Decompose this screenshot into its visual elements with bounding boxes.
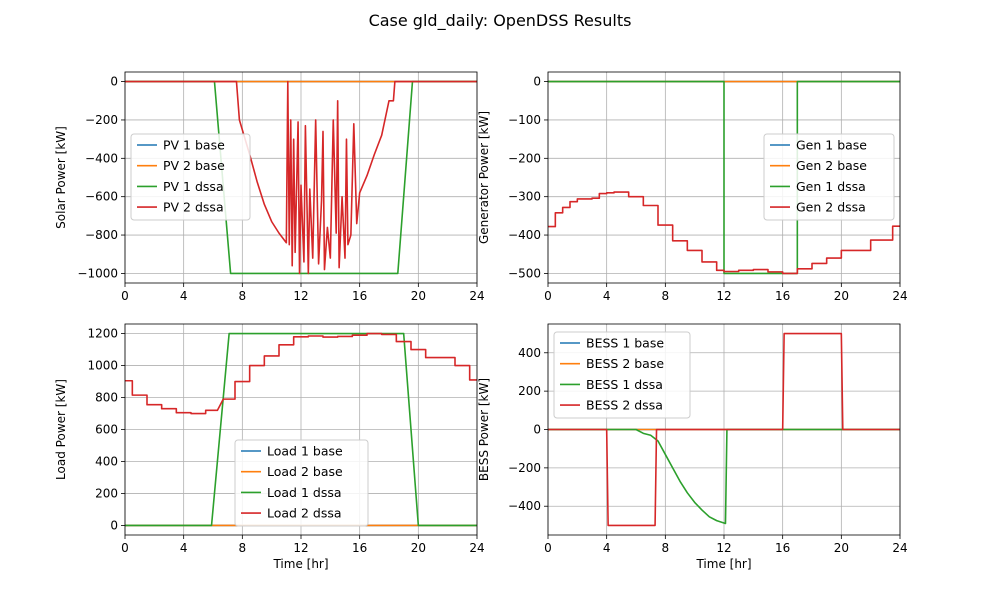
series-group: [548, 332, 900, 527]
legend: BESS 1 base BESS 2 base BESS 1 dssa BESS 2 …: [553, 331, 691, 419]
legend: PV 1 base PV 2 base PV 1 dssa PV 2 dssa: [130, 133, 251, 221]
x-tick-label: 16: [775, 541, 790, 555]
legend-label: Load 1 dssa: [267, 485, 342, 500]
x-tick-label: 16: [352, 541, 367, 555]
series-line-4: [548, 191, 900, 275]
legend: Gen 1 base Gen 2 base Gen 1 dssa Gen 2 dssa: [763, 133, 895, 221]
x-tick-label: 12: [293, 289, 308, 303]
x-tick-label: 0: [544, 289, 552, 303]
legend-label: Gen 2 dssa: [796, 200, 866, 215]
legend-label: BESS 2 base: [586, 356, 664, 371]
y-tick-label: 0: [533, 423, 541, 437]
x-axis-label: Time [hr]: [695, 557, 751, 571]
legend: Load 1 base Load 2 base Load 1 dssa Load 2 …: [234, 439, 369, 527]
y-tick-label: −200: [85, 113, 118, 127]
x-tick-label: 0: [121, 541, 129, 555]
y-tick-label: −800: [85, 228, 118, 242]
legend-label: PV 2 dssa: [163, 200, 224, 215]
y-axis-label: Generator Power [kW]: [477, 111, 491, 244]
x-tick-label: 8: [239, 289, 247, 303]
x-tick-label: 24: [469, 541, 484, 555]
y-tick-label: −1000: [77, 266, 118, 280]
y-axis-label: Solar Power [kW]: [54, 126, 68, 229]
x-tick-label: 8: [239, 541, 247, 555]
y-tick-label: −400: [508, 228, 541, 242]
y-tick-label: 0: [110, 75, 118, 89]
y-tick-label: −600: [85, 190, 118, 204]
legend-box: [130, 133, 251, 221]
x-tick-label: 8: [662, 541, 670, 555]
y-tick-label: 1000: [87, 359, 118, 373]
legend-label: PV 2 base: [163, 158, 225, 173]
subplot-3: 0 4 8 12 16 20 24 0 200 400 600 800 1000 1200 Load Pow…: [54, 323, 485, 571]
series-line-3: [548, 80, 900, 275]
legend-label: BESS 2 dssa: [586, 398, 663, 413]
series-line-4: [125, 332, 477, 415]
y-tick-label: 400: [95, 454, 118, 468]
x-tick-label: 20: [411, 289, 426, 303]
legend-label: PV 1 base: [163, 138, 225, 153]
y-tick-label: −400: [85, 151, 118, 165]
x-tick-label: 16: [352, 289, 367, 303]
legend-box: [553, 331, 691, 419]
series-line-4: [125, 80, 477, 275]
legend-label: BESS 1 base: [586, 336, 664, 351]
subplot-1: 0 4 8 12 16 20 24 0 −200 −400 −600 −800 −1000 Solar P…: [54, 71, 485, 303]
legend-label: Gen 1 dssa: [796, 179, 866, 194]
x-tick-label: 8: [662, 289, 670, 303]
subplot-4: 0 4 8 12 16 20 24 400 200 0 −200 −400 BESS Power [kW…: [477, 323, 908, 571]
x-tick-label: 24: [892, 289, 907, 303]
x-tick-label: 4: [603, 541, 611, 555]
y-axis-label: BESS Power [kW]: [477, 378, 491, 481]
y-axis-label: Load Power [kW]: [54, 379, 68, 480]
x-tick-label: 24: [892, 541, 907, 555]
x-tick-label: 24: [469, 289, 484, 303]
x-tick-label: 12: [716, 541, 731, 555]
x-tick-label: 20: [834, 541, 849, 555]
x-tick-label: 12: [716, 289, 731, 303]
y-tick-label: 0: [110, 518, 118, 532]
x-tick-label: 4: [180, 289, 188, 303]
legend-label: Gen 1 base: [796, 138, 867, 153]
y-tick-label: −100: [508, 113, 541, 127]
x-tick-label: 4: [603, 289, 611, 303]
y-tick-label: 800: [95, 391, 118, 405]
y-tick-label: −300: [508, 190, 541, 204]
series-line-3: [125, 332, 477, 527]
series-group: [548, 80, 900, 275]
series-line-3: [548, 428, 900, 525]
suptitle: Case gld_daily: OpenDSS Results: [369, 11, 632, 31]
subplot-2: 0 4 8 12 16 20 24 0 −100 −200 −300 −400 −500 Generato…: [477, 71, 908, 303]
x-tick-label: 4: [180, 541, 188, 555]
y-tick-label: −400: [508, 499, 541, 513]
legend-label: Gen 2 base: [796, 158, 867, 173]
x-tick-label: 20: [834, 289, 849, 303]
x-tick-label: 12: [293, 541, 308, 555]
legend-label: BESS 1 dssa: [586, 377, 663, 392]
x-tick-label: 0: [121, 289, 129, 303]
series-group: [125, 80, 477, 275]
x-tick-label: 0: [544, 541, 552, 555]
y-tick-label: −200: [508, 151, 541, 165]
y-tick-label: 200: [95, 486, 118, 500]
legend-box: [234, 439, 369, 527]
x-axis-label: Time [hr]: [272, 557, 328, 571]
legend-label: Load 2 dssa: [267, 506, 342, 521]
y-tick-label: 0: [533, 75, 541, 89]
legend-label: PV 1 dssa: [163, 179, 224, 194]
y-tick-label: 200: [518, 384, 541, 398]
legend-box: [763, 133, 895, 221]
y-tick-label: 1200: [87, 327, 118, 341]
x-tick-label: 20: [411, 541, 426, 555]
legend-label: Load 1 base: [267, 444, 343, 459]
y-tick-label: −200: [508, 461, 541, 475]
series-line-4: [548, 332, 900, 527]
y-tick-label: 400: [518, 346, 541, 360]
legend-label: Load 2 base: [267, 464, 343, 479]
y-tick-label: −500: [508, 266, 541, 280]
y-tick-label: 600: [95, 423, 118, 437]
x-tick-label: 16: [775, 289, 790, 303]
